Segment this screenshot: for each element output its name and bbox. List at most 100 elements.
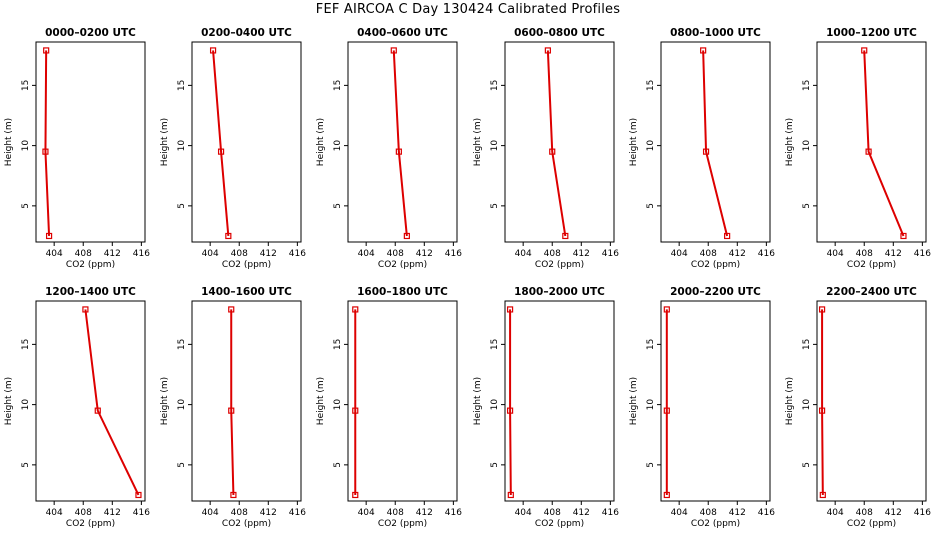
y-tick-label: 15 <box>802 80 812 91</box>
plot-frame <box>504 41 615 243</box>
y-tick-label: 5 <box>21 203 31 209</box>
x-tick-label: 408 <box>544 508 561 518</box>
x-tick-label: 412 <box>104 249 121 259</box>
x-tick-label: 404 <box>671 249 688 259</box>
panel-title: 1600–1800 UTC <box>357 286 448 298</box>
y-tick-label: 10 <box>333 140 343 152</box>
y-tick-label: 15 <box>646 80 656 91</box>
profile-line <box>863 50 905 237</box>
x-tick-label: 416 <box>133 508 150 518</box>
y-tick-label: 5 <box>177 203 187 209</box>
x-tick-label: 416 <box>602 249 619 259</box>
x-tick-label: 412 <box>416 249 433 259</box>
x-axis-label: CO2 (ppm) <box>691 260 740 270</box>
panel: 0800–1000 UTC 404 408 412 416 5 10 15 CO2 (ppm) H… <box>629 27 775 270</box>
x-tick-label: 416 <box>914 249 931 259</box>
y-axis-label: Height (m) <box>160 377 170 425</box>
y-tick-label: 15 <box>177 80 187 91</box>
data-point <box>861 47 868 54</box>
y-tick-label: 15 <box>333 80 343 91</box>
x-tick-label: 416 <box>914 508 931 518</box>
plot-frame <box>504 300 615 502</box>
y-axis-label: Height (m) <box>316 118 326 166</box>
panel-title: 0600–0800 UTC <box>514 27 605 39</box>
plot-frame <box>660 41 771 243</box>
y-tick-label: 15 <box>177 339 187 350</box>
panel: 0200–0400 UTC 404 408 412 416 5 10 15 CO2 (ppm) H… <box>160 27 306 270</box>
panel-title: 1400–1600 UTC <box>201 286 292 298</box>
figure-title: FEF AIRCOA C Day 130424 Calibrated Profi… <box>315 2 621 17</box>
x-tick-label: 408 <box>700 249 717 259</box>
y-tick-label: 10 <box>177 140 187 152</box>
panel: 1200–1400 UTC 404 408 412 416 5 10 15 CO2 (ppm) H… <box>4 286 150 529</box>
y-axis-label: Height (m) <box>629 118 639 166</box>
x-tick-label: 408 <box>231 249 248 259</box>
data-point <box>549 148 556 155</box>
data-point <box>724 232 731 240</box>
data-point <box>562 232 569 240</box>
x-tick-label: 408 <box>231 508 248 518</box>
x-axis-label: CO2 (ppm) <box>378 260 427 270</box>
x-tick-label: 408 <box>387 508 404 518</box>
x-tick-label: 408 <box>544 249 561 259</box>
x-tick-label: 408 <box>75 249 92 259</box>
plot-frame <box>347 41 458 243</box>
x-tick-label: 404 <box>827 249 844 259</box>
profile-line <box>509 309 512 495</box>
y-tick-label: 15 <box>646 339 656 350</box>
panel: 1000–1200 UTC 404 408 412 416 5 10 15 CO2 (ppm) H… <box>785 27 931 270</box>
plot-frame <box>35 41 146 243</box>
y-tick-label: 15 <box>333 339 343 350</box>
plot-frame <box>347 300 458 502</box>
y-axis-label: Height (m) <box>160 118 170 166</box>
x-axis-label: CO2 (ppm) <box>222 260 271 270</box>
data-point <box>352 491 359 499</box>
x-tick-label: 412 <box>416 508 433 518</box>
x-axis-label: CO2 (ppm) <box>847 260 896 270</box>
plot-frame <box>191 300 302 502</box>
y-axis-label: Height (m) <box>473 377 483 425</box>
plot-frame <box>35 300 146 502</box>
x-tick-label: 412 <box>573 249 590 259</box>
plot-frame <box>816 41 927 243</box>
panel: 0400–0600 UTC 404 408 412 416 5 10 15 CO2 (ppm) H… <box>316 27 462 270</box>
x-tick-label: 412 <box>573 508 590 518</box>
y-tick-label: 5 <box>333 203 343 209</box>
y-tick-label: 10 <box>802 399 812 411</box>
data-point <box>507 491 514 499</box>
y-tick-label: 5 <box>333 462 343 468</box>
panel: 0600–0800 UTC 404 408 412 416 5 10 15 CO2 (ppm) H… <box>473 27 619 270</box>
data-point <box>900 232 907 240</box>
plot-frame <box>191 41 302 243</box>
y-axis-label: Height (m) <box>4 377 14 425</box>
y-tick-label: 10 <box>490 399 500 411</box>
panel-title: 1800–2000 UTC <box>514 286 605 298</box>
y-tick-label: 5 <box>646 203 656 209</box>
data-point <box>217 148 225 155</box>
plot-frame <box>660 300 771 502</box>
x-tick-label: 412 <box>885 249 902 259</box>
y-axis-label: Height (m) <box>473 118 483 166</box>
data-point <box>403 232 410 240</box>
panel-title: 0000–0200 UTC <box>45 27 136 39</box>
x-tick-label: 412 <box>104 508 121 518</box>
data-point <box>82 306 89 313</box>
data-point <box>352 306 359 313</box>
profile-line <box>230 309 235 496</box>
data-point <box>135 491 142 499</box>
y-axis-label: Height (m) <box>785 377 795 425</box>
y-tick-label: 5 <box>802 203 812 209</box>
y-tick-label: 10 <box>490 140 500 152</box>
data-point <box>230 491 237 499</box>
profile-line <box>702 50 729 237</box>
x-axis-label: CO2 (ppm) <box>535 519 584 529</box>
data-point <box>663 491 670 499</box>
x-tick-label: 404 <box>202 249 219 259</box>
data-point <box>702 148 710 155</box>
y-tick-label: 10 <box>21 399 31 411</box>
data-point <box>42 148 49 155</box>
data-point <box>395 148 402 155</box>
data-point <box>209 47 217 54</box>
y-tick-label: 10 <box>802 140 812 152</box>
x-tick-label: 404 <box>671 508 688 518</box>
